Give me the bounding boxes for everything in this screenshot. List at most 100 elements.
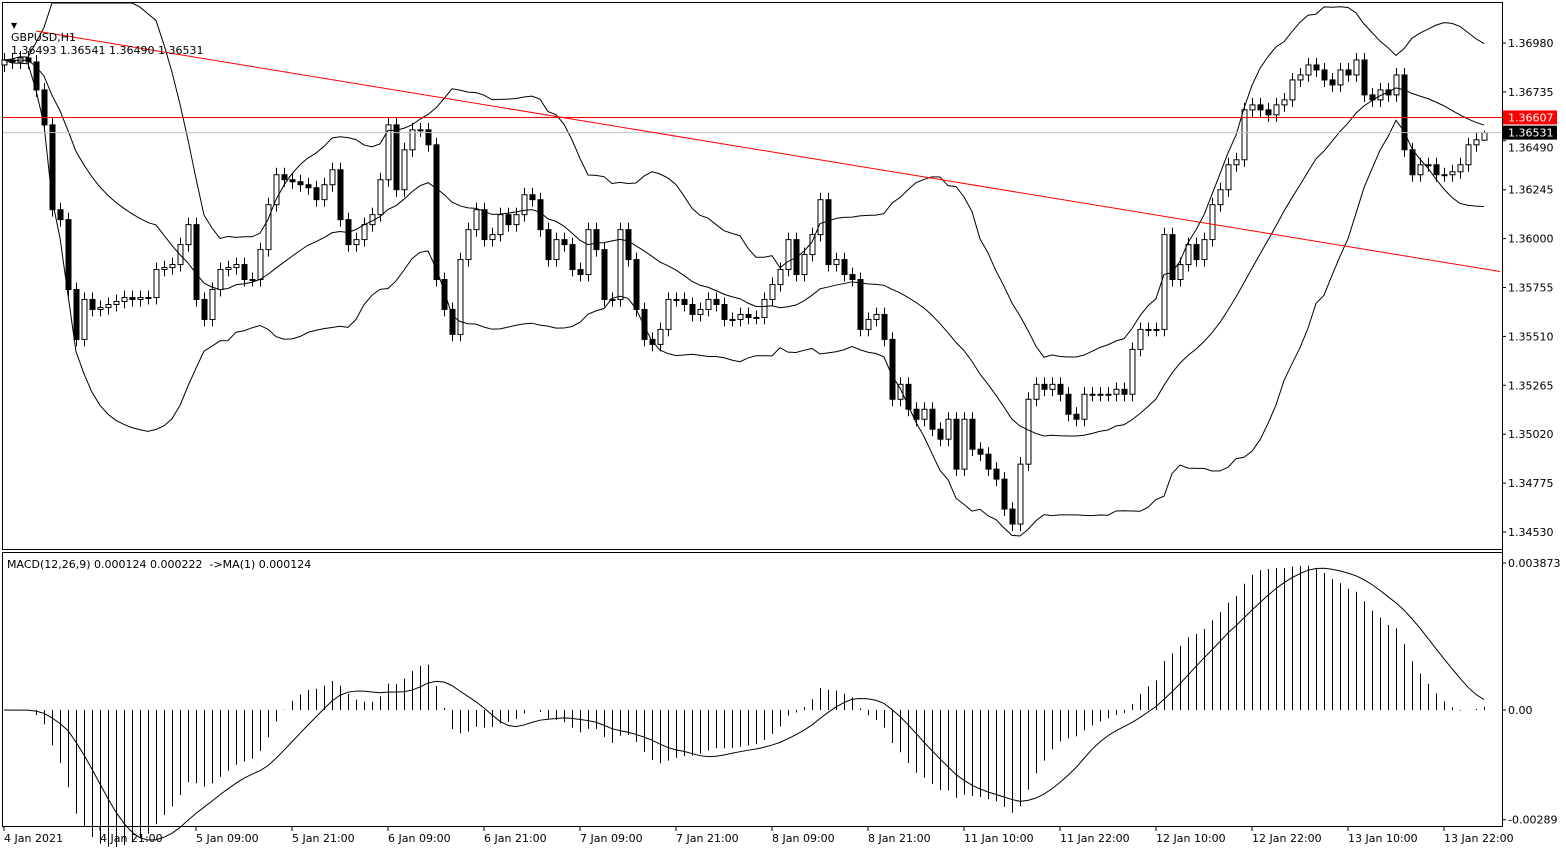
bull-candle — [1209, 204, 1216, 241]
bull-candle — [769, 284, 776, 300]
chart-header: ▼ GBPUSD,H1 1.36493 1.36541 1.36490 1.36… — [4, 5, 203, 57]
bull-candle — [465, 229, 472, 261]
bear-candle — [881, 313, 888, 340]
time-tick-label: 13 Jan 22:00 — [1444, 832, 1514, 845]
bear-candle — [89, 298, 96, 310]
bull-candle — [161, 267, 168, 271]
bear-candle — [505, 214, 512, 226]
bull-candle — [217, 269, 224, 291]
bear-candle — [49, 124, 56, 211]
bear-candle — [441, 279, 448, 310]
bear-candle — [1321, 69, 1328, 81]
price-panel — [1, 2, 1502, 537]
bull-candle — [81, 298, 88, 340]
bull-candle — [1113, 388, 1120, 395]
bull-candle — [705, 298, 712, 310]
bear-candle — [1257, 104, 1264, 111]
bull-candle — [417, 129, 424, 132]
bull-candle — [1457, 164, 1464, 173]
axes: 1.36980 1.36735 1.36490 1.36245 1.36000 1.357… — [3, 2, 1561, 845]
time-tick-label: 13 Jan 10:00 — [1348, 832, 1418, 845]
bull-candle — [761, 298, 768, 318]
bull-candle — [1353, 59, 1360, 76]
triangle-down-icon[interactable]: ▼ — [11, 21, 18, 30]
bull-candle — [1417, 164, 1424, 176]
bid-price-label-bg — [1503, 125, 1557, 140]
bull-candle — [1441, 174, 1448, 177]
level-price-label-bg — [1503, 110, 1557, 125]
bull-candle — [1129, 348, 1136, 395]
bear-candle — [201, 298, 208, 320]
bull-candle — [1185, 244, 1192, 266]
price-tick-label: 1.36735 — [1508, 86, 1554, 99]
price-tick-label: 1.35510 — [1508, 330, 1554, 343]
bull-candle — [1177, 264, 1184, 281]
bull-candle — [489, 234, 496, 241]
bull-candle — [121, 296, 128, 302]
bull-candle — [801, 254, 808, 276]
bollinger-upper — [3, 2, 1485, 358]
bull-candle — [1025, 398, 1032, 465]
bull-candle — [865, 318, 872, 330]
bull-candle — [361, 224, 368, 241]
bull-candle — [737, 313, 744, 320]
bear-candle — [1169, 234, 1176, 281]
bull-candle — [145, 296, 152, 299]
bull-candle — [273, 174, 280, 206]
bear-candle — [1121, 388, 1128, 395]
time-tick-label: 6 Jan 21:00 — [484, 832, 547, 845]
bull-candle — [897, 383, 904, 400]
bear-candle — [569, 244, 576, 271]
bear-candle — [721, 303, 728, 320]
macd-signal-line — [3, 567, 1485, 841]
bull-candle — [1273, 104, 1280, 116]
bear-candle — [1313, 64, 1320, 71]
price-tick-label: 1.35755 — [1508, 282, 1554, 295]
bollinger-middle — [3, 59, 1485, 437]
bear-candle — [985, 453, 992, 470]
bear-candle — [449, 308, 456, 335]
bear-candle — [241, 264, 248, 281]
time-tick-label: 8 Jan 09:00 — [772, 832, 835, 845]
bear-candle — [425, 129, 432, 146]
bear-candle — [905, 383, 912, 410]
bull-candle — [1089, 393, 1096, 396]
bear-candle — [745, 313, 752, 318]
bear-candle — [1409, 149, 1416, 176]
bear-candle — [857, 279, 864, 330]
bear-candle — [297, 181, 304, 186]
bull-candle — [609, 298, 616, 301]
bull-candle — [665, 298, 672, 330]
bear-candle — [849, 274, 856, 281]
time-tick-label: 12 Jan 10:00 — [1156, 832, 1226, 845]
bull-candle — [729, 318, 736, 321]
bull-candle — [353, 239, 360, 246]
macd-header: MACD(12,26,9) 0.000124 0.000222 ->MA(1) … — [7, 558, 312, 571]
bollinger-lower — [3, 59, 1485, 537]
ohlc-label: 1.36493 1.36541 1.36490 1.36531 — [11, 44, 204, 57]
bull-candle — [1449, 171, 1456, 176]
bull-candle — [401, 149, 408, 191]
bear-candle — [1041, 383, 1048, 390]
bull-candle — [377, 179, 384, 216]
bull-candle — [817, 199, 824, 236]
bull-candle — [385, 124, 392, 181]
time-tick-label: 11 Jan 10:00 — [964, 832, 1034, 845]
bear-candle — [561, 239, 568, 246]
bull-candle — [657, 328, 664, 345]
bull-candle — [521, 194, 528, 216]
bull-candle — [1465, 144, 1472, 166]
bear-candle — [393, 124, 400, 191]
bull-candle — [1473, 139, 1480, 146]
macd-tick-label: 0.00 — [1508, 704, 1533, 717]
trendline — [35, 30, 1501, 273]
bear-candle — [825, 199, 832, 266]
bull-candle — [265, 204, 272, 251]
level-price-label: 1.36607 — [1508, 111, 1554, 124]
bear-candle — [313, 187, 320, 201]
bear-candle — [1009, 508, 1016, 525]
bull-candle — [1153, 328, 1160, 331]
bull-candle — [1217, 189, 1224, 206]
macd-tick-label: 0.003873 — [1508, 557, 1561, 570]
